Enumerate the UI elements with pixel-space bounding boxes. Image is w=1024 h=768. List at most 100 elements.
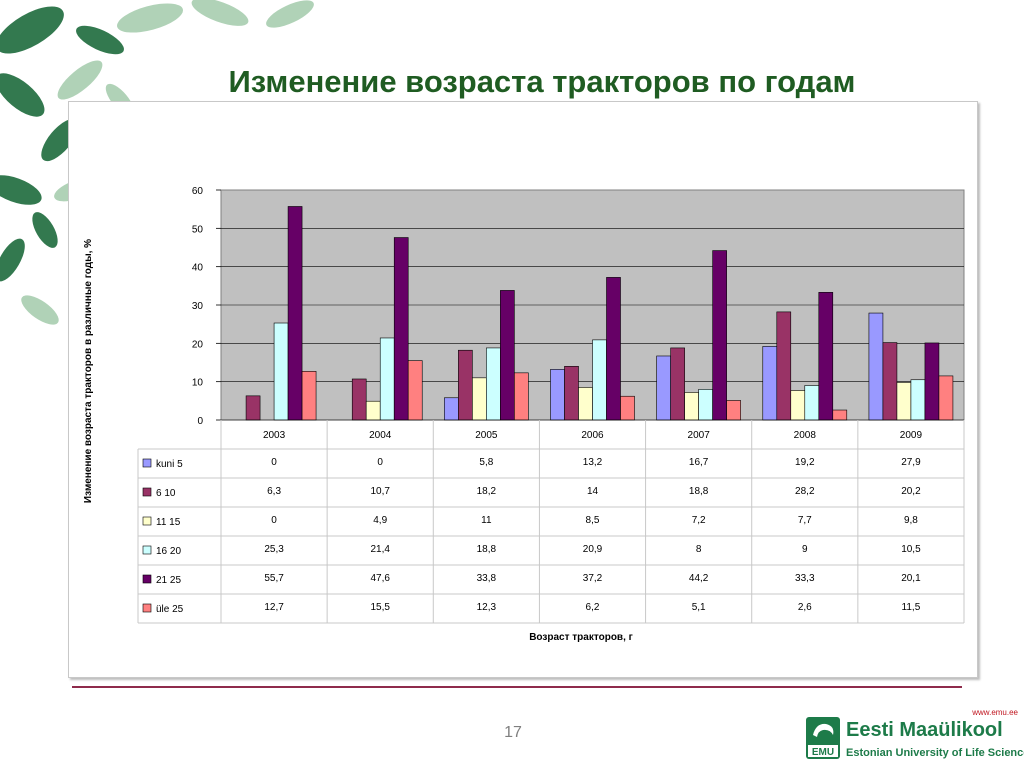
data-label: 8 (696, 544, 702, 555)
data-label: 15,5 (370, 602, 390, 613)
data-label: 18,8 (689, 486, 709, 497)
x-axis-label: Возраст тракторов, г (529, 632, 633, 643)
bar (670, 347, 685, 421)
data-label: 13,2 (583, 457, 603, 468)
x-tick-label: 2004 (369, 430, 392, 441)
divider-line (72, 686, 962, 688)
data-label: 20,1 (901, 573, 921, 584)
legend-label: 16 20 (156, 546, 181, 557)
legend-label: 21 25 (156, 575, 181, 586)
logo-name: Eesti Maaülikool (846, 719, 1003, 741)
y-tick-label: 50 (192, 224, 204, 235)
data-label: 5,1 (692, 602, 706, 613)
university-logo: www.emu.ee EMU Eesti Maaülikool Estonian… (802, 708, 1024, 768)
chart-frame: 0 10 20 30 40 50 60 2003 2004 2005 2006 2007 2008 200… (68, 101, 978, 678)
data-label: 18,2 (477, 486, 497, 497)
bar (393, 237, 409, 421)
bar (868, 312, 884, 421)
bar (606, 277, 621, 421)
data-label: 20,9 (583, 544, 603, 555)
logo-subtitle: Estonian University of Life Sciences (846, 747, 1024, 759)
y-axis-label: Изменение возраста тракторов в различные… (83, 239, 94, 503)
bar (656, 355, 671, 421)
data-label: 0 (271, 457, 277, 468)
data-label: 0 (377, 457, 383, 468)
data-label: 9 (802, 544, 808, 555)
data-label: 11,5 (902, 602, 921, 613)
legend-swatch (142, 603, 152, 613)
data-label: 11 (481, 515, 492, 526)
bar (301, 371, 317, 421)
bar (924, 342, 940, 421)
data-label: 55,7 (264, 573, 284, 584)
bar (365, 400, 381, 421)
data-label: 27,9 (901, 457, 921, 468)
page-number: 17 (504, 724, 522, 741)
bar (514, 372, 529, 421)
y-tick-label: 40 (192, 263, 204, 274)
bar (273, 322, 289, 421)
data-label: 14 (587, 486, 599, 497)
bar (550, 369, 565, 421)
data-label: 9,8 (904, 515, 918, 526)
bar (790, 390, 806, 421)
data-label: 7,2 (692, 515, 706, 526)
legend-swatch (142, 458, 152, 468)
data-label: 47,6 (370, 573, 390, 584)
logo-mark-text: EMU (812, 747, 834, 758)
bar (578, 387, 593, 421)
y-tick-label: 0 (197, 416, 203, 427)
bar (910, 379, 926, 421)
data-label: 12,7 (264, 602, 284, 613)
data-label: 18,8 (477, 544, 497, 555)
bar (379, 337, 395, 421)
bar (592, 339, 607, 421)
data-label: 2,6 (798, 602, 812, 613)
bar (351, 378, 367, 421)
data-label: 25,3 (264, 544, 284, 555)
data-label: 19,2 (795, 457, 815, 468)
bar (407, 360, 423, 421)
x-tick-label: 2003 (263, 430, 286, 441)
x-tick-label: 2007 (688, 430, 711, 441)
data-label: 7,7 (798, 515, 812, 526)
x-tick-label: 2005 (475, 430, 498, 441)
data-label: 0 (271, 515, 277, 526)
data-label: 6,2 (586, 602, 600, 613)
legend-label: üle 25 (156, 604, 184, 615)
data-label: 6,3 (267, 486, 281, 497)
bar (712, 250, 727, 421)
bar (776, 311, 792, 421)
data-label: 20,2 (901, 486, 921, 497)
bar (762, 346, 778, 421)
page-title: Изменение возраста тракторов по годам (228, 64, 856, 99)
y-tick-label: 10 (192, 378, 204, 389)
bar (832, 409, 848, 421)
bar (287, 206, 303, 421)
bar (938, 375, 954, 421)
data-label: 21,4 (370, 544, 390, 555)
emu-logo-icon: EMU (806, 717, 840, 759)
bar (458, 349, 473, 421)
bar (245, 395, 261, 421)
bar (882, 342, 898, 421)
data-label: 10,7 (370, 486, 390, 497)
data-label: 37,2 (583, 573, 603, 584)
logo-url: www.emu.ee (972, 708, 1018, 717)
bar (500, 290, 515, 421)
legend-swatch (142, 516, 152, 526)
x-tick-label: 2008 (794, 430, 817, 441)
bar-chart: 0 10 20 30 40 50 60 2003 2004 2005 2006 2007 2008 200… (83, 186, 965, 643)
data-label: 33,8 (477, 573, 497, 584)
bar (472, 377, 487, 421)
legend-label: kuni 5 (156, 459, 183, 470)
data-label: 4,9 (373, 515, 387, 526)
data-label: 28,2 (795, 486, 815, 497)
x-tick-label: 2009 (900, 430, 923, 441)
y-tick-label: 60 (192, 186, 204, 197)
bar (684, 392, 699, 421)
bar (726, 400, 741, 421)
data-label: 5,8 (479, 457, 493, 468)
legend-swatch (142, 487, 152, 497)
legend-label: 11 15 (156, 517, 181, 528)
